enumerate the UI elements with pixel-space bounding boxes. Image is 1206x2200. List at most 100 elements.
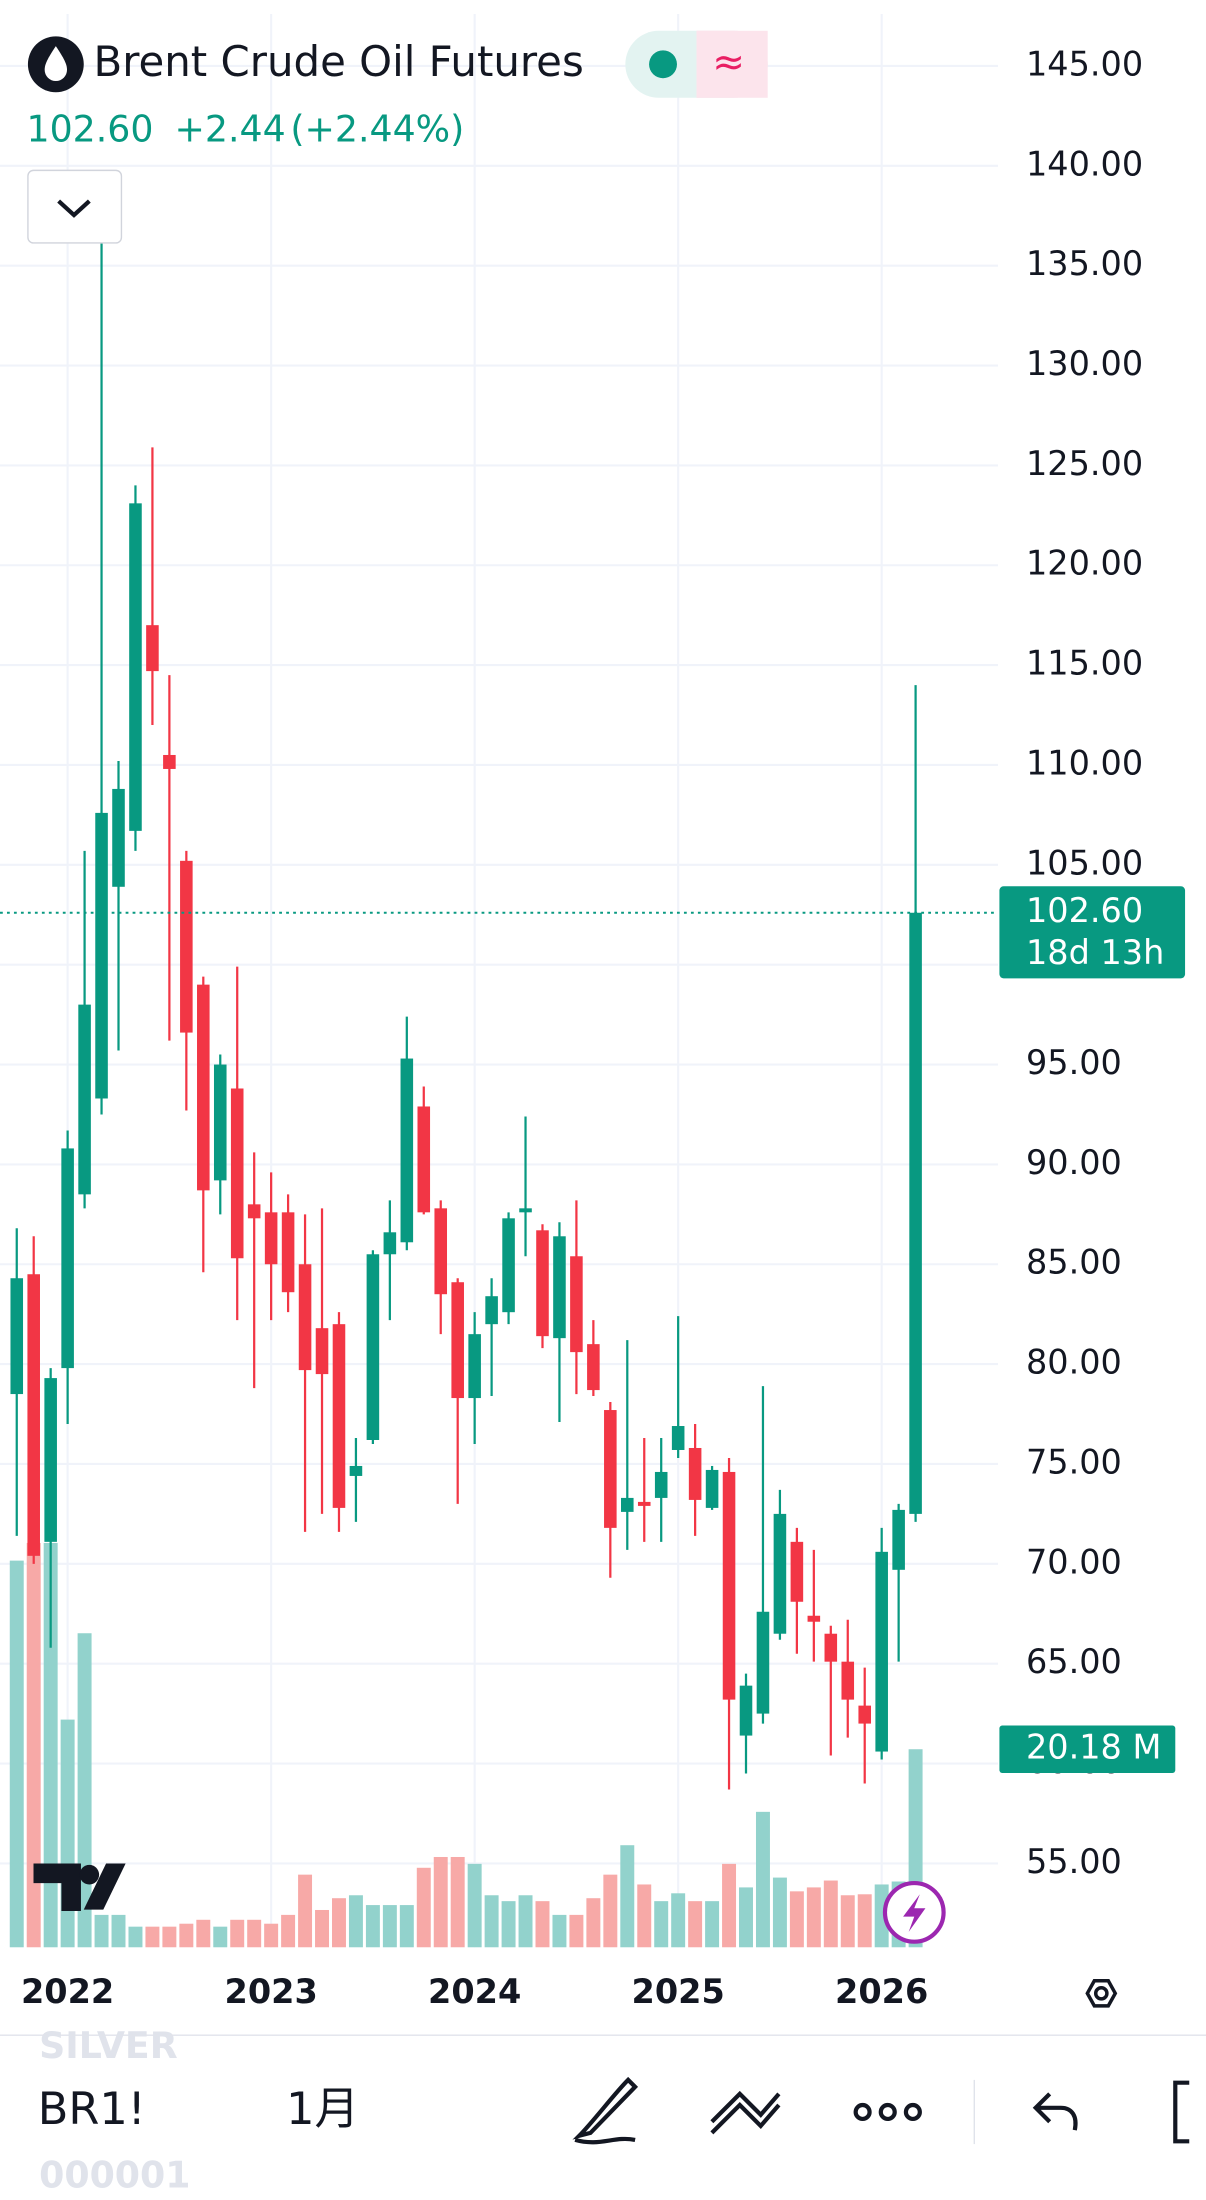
volume-bar bbox=[60, 1719, 75, 1948]
fullscreen-button[interactable] bbox=[1173, 2080, 1190, 2144]
volume-bar bbox=[213, 1926, 228, 1948]
volume-bar bbox=[264, 1923, 279, 1948]
volume-bar bbox=[382, 1905, 397, 1948]
candle-body bbox=[451, 1282, 464, 1399]
more-dot bbox=[878, 2102, 897, 2122]
interval-button[interactable]: 1月 bbox=[286, 2083, 359, 2135]
pattern-tool[interactable] bbox=[710, 2090, 781, 2135]
volume-bar bbox=[179, 1923, 194, 1948]
candle-body bbox=[247, 1204, 261, 1219]
volume-bar bbox=[230, 1919, 245, 1948]
y-tick-label: 85.00 bbox=[1026, 1243, 1122, 1282]
candle-body bbox=[722, 1471, 736, 1700]
volume-bar bbox=[315, 1909, 329, 1948]
volume-bar bbox=[603, 1874, 618, 1948]
x-tick-label: 2023 bbox=[225, 1972, 318, 2011]
header-price: 102.60 bbox=[27, 107, 154, 150]
delay-icon: ≈ bbox=[712, 40, 745, 85]
volume-bar bbox=[552, 1914, 567, 1948]
candle-body bbox=[366, 1254, 380, 1440]
volume-bar bbox=[111, 1914, 126, 1948]
candle-body bbox=[892, 1509, 905, 1570]
volume-bar bbox=[739, 1887, 753, 1948]
volume-bar bbox=[840, 1895, 855, 1948]
candle-body bbox=[95, 812, 108, 1099]
candle-body bbox=[197, 984, 210, 1191]
volume-bar bbox=[145, 1926, 160, 1948]
volume-bar bbox=[281, 1914, 296, 1948]
volume-bar bbox=[688, 1901, 703, 1948]
candle-body bbox=[44, 1378, 57, 1542]
candle-body bbox=[756, 1611, 770, 1714]
volume-bar bbox=[535, 1901, 550, 1948]
candle-body bbox=[553, 1236, 566, 1339]
y-tick-label: 55.00 bbox=[1026, 1842, 1122, 1881]
logo-dot bbox=[79, 1864, 100, 1885]
candle-body bbox=[502, 1218, 515, 1313]
candle-body bbox=[604, 1410, 617, 1528]
candle-body bbox=[587, 1344, 600, 1391]
candle-body bbox=[468, 1334, 481, 1399]
candle-body bbox=[434, 1208, 448, 1295]
volume-bar bbox=[43, 1542, 58, 1948]
volume-bar bbox=[501, 1901, 516, 1948]
x-tick-label: 2026 bbox=[835, 1972, 928, 2011]
volume-bar bbox=[518, 1895, 533, 1948]
candle-body bbox=[705, 1469, 719, 1508]
candle-body bbox=[858, 1705, 871, 1724]
candle-body bbox=[230, 1088, 244, 1259]
x-tick-label: 2022 bbox=[21, 1972, 114, 2011]
candle-body bbox=[281, 1212, 295, 1293]
candle-body bbox=[654, 1471, 668, 1498]
candle-body bbox=[213, 1064, 227, 1181]
candle-body bbox=[61, 1148, 74, 1369]
chart-title: Brent Crude Oil Futures bbox=[94, 37, 584, 86]
candle-body bbox=[909, 912, 922, 1514]
volume-bar bbox=[348, 1895, 363, 1948]
candle-body bbox=[383, 1232, 397, 1255]
candle-body bbox=[536, 1230, 549, 1337]
candle-body bbox=[739, 1685, 753, 1736]
undo-button[interactable] bbox=[1032, 2092, 1078, 2131]
volume-bar bbox=[806, 1887, 821, 1948]
volume-bar bbox=[128, 1926, 143, 1948]
volume-bar bbox=[298, 1874, 313, 1948]
settings-icon[interactable] bbox=[1085, 1979, 1118, 2008]
watermark: 000001 bbox=[39, 2154, 190, 2197]
market-open-dot bbox=[649, 50, 677, 79]
candle-body bbox=[841, 1661, 855, 1700]
collapse-button[interactable] bbox=[27, 169, 123, 244]
volume-bar bbox=[671, 1893, 686, 1948]
last-price-label: 102.60 bbox=[1026, 891, 1143, 930]
y-tick-label: 120.00 bbox=[1026, 544, 1143, 583]
more-dot[interactable] bbox=[853, 2102, 872, 2122]
y-tick-label: 105.00 bbox=[1026, 843, 1143, 882]
candle-body bbox=[773, 1513, 787, 1634]
draw-tool[interactable] bbox=[572, 2076, 639, 2145]
y-tick-label: 135.00 bbox=[1026, 244, 1143, 283]
volume-bar bbox=[484, 1895, 499, 1948]
symbol-button[interactable]: BR1! bbox=[38, 2083, 146, 2135]
volume-bar bbox=[94, 1914, 109, 1948]
candle-body bbox=[129, 503, 142, 831]
candle-body bbox=[349, 1465, 363, 1476]
countdown-label: 18d 13h bbox=[1026, 933, 1164, 972]
x-tick-label: 2024 bbox=[428, 1972, 521, 2011]
candle-body bbox=[146, 625, 159, 672]
more-dot bbox=[903, 2102, 922, 2122]
candle-body bbox=[27, 1274, 40, 1556]
settings-icon-center bbox=[1093, 1986, 1109, 2001]
volume-bar bbox=[467, 1863, 482, 1948]
volume-bar bbox=[365, 1905, 380, 1948]
candle-body bbox=[163, 754, 176, 769]
candle-body bbox=[875, 1551, 888, 1752]
volume-bar bbox=[416, 1867, 431, 1948]
candle-body bbox=[315, 1328, 329, 1375]
y-tick-label: 75.00 bbox=[1026, 1442, 1122, 1481]
volume-bar bbox=[722, 1863, 737, 1948]
volume-bar bbox=[772, 1877, 787, 1948]
chevron-icon bbox=[57, 199, 91, 218]
volume-bar bbox=[637, 1884, 652, 1948]
candle-body bbox=[671, 1426, 685, 1450]
candle-body bbox=[637, 1501, 651, 1506]
